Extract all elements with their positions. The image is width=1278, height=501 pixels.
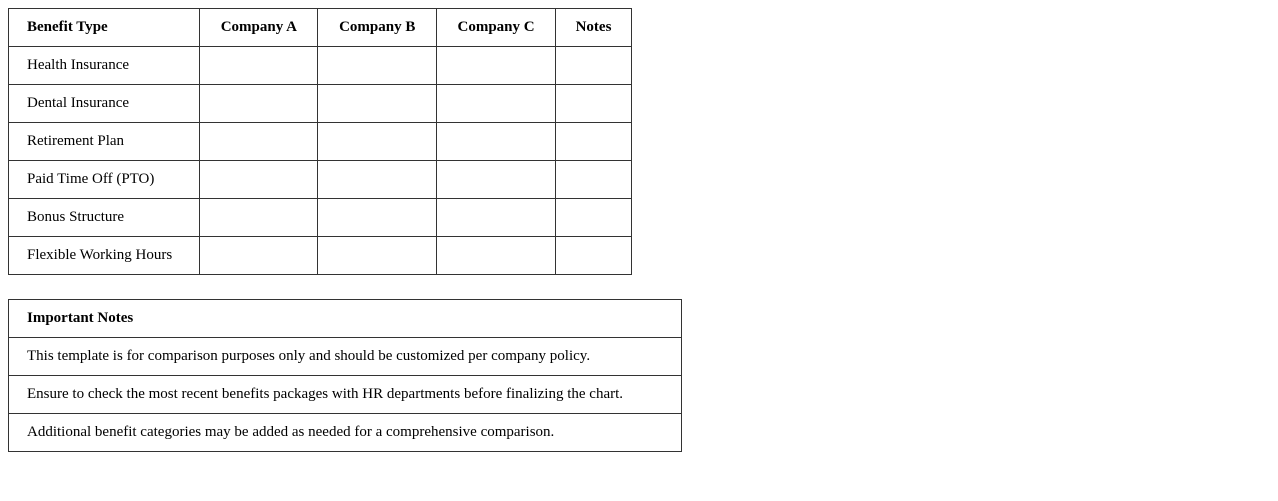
benefit-type-cell: Flexible Working Hours <box>7 236 201 275</box>
table-cell <box>199 84 319 123</box>
table-row: Bonus Structure <box>7 198 632 237</box>
note-row: This template is for comparison purposes… <box>8 337 682 376</box>
table-cell <box>317 160 438 199</box>
table-cell <box>555 46 632 85</box>
table-cell <box>555 160 632 199</box>
table-row: Paid Time Off (PTO) <box>7 160 632 199</box>
table-row: Flexible Working Hours <box>7 236 632 275</box>
column-header: Company A <box>199 8 319 47</box>
table-cell <box>436 160 556 199</box>
benefit-type-cell: Bonus Structure <box>7 198 201 237</box>
table-cell <box>317 198 438 237</box>
note-text: Additional benefit categories may be add… <box>8 413 682 452</box>
table-cell <box>436 122 556 161</box>
table-cell <box>199 198 319 237</box>
benefit-type-cell: Health Insurance <box>7 46 201 85</box>
note-text: Ensure to check the most recent benefits… <box>8 375 682 414</box>
table-cell <box>317 122 438 161</box>
table-cell <box>317 46 438 85</box>
benefit-type-cell: Dental Insurance <box>7 84 201 123</box>
table-row: Health Insurance <box>7 46 632 85</box>
header-row: Important Notes <box>8 299 682 338</box>
note-text: This template is for comparison purposes… <box>8 337 682 376</box>
table-cell <box>555 198 632 237</box>
column-header: Notes <box>555 8 632 47</box>
table-row: Retirement Plan <box>7 122 632 161</box>
column-header: Benefit Type <box>7 8 201 47</box>
column-header: Company C <box>436 8 556 47</box>
table-cell <box>317 84 438 123</box>
important-notes-table: Important Notes This template is for com… <box>8 299 682 452</box>
table-row: Dental Insurance <box>7 84 632 123</box>
notes-header: Important Notes <box>8 299 682 338</box>
table-cell <box>199 236 319 275</box>
note-row: Ensure to check the most recent benefits… <box>8 375 682 414</box>
table-cell <box>555 84 632 123</box>
table-cell <box>436 46 556 85</box>
table-cell <box>555 236 632 275</box>
table-cell <box>436 198 556 237</box>
table-cell <box>436 84 556 123</box>
benefit-type-cell: Paid Time Off (PTO) <box>7 160 201 199</box>
table-cell <box>199 46 319 85</box>
benefit-type-cell: Retirement Plan <box>7 122 201 161</box>
note-row: Additional benefit categories may be add… <box>8 413 682 452</box>
table-cell <box>436 236 556 275</box>
table-cell <box>199 160 319 199</box>
table-cell <box>317 236 438 275</box>
column-header: Company B <box>317 8 438 47</box>
table-cell <box>555 122 632 161</box>
table-cell <box>199 122 319 161</box>
